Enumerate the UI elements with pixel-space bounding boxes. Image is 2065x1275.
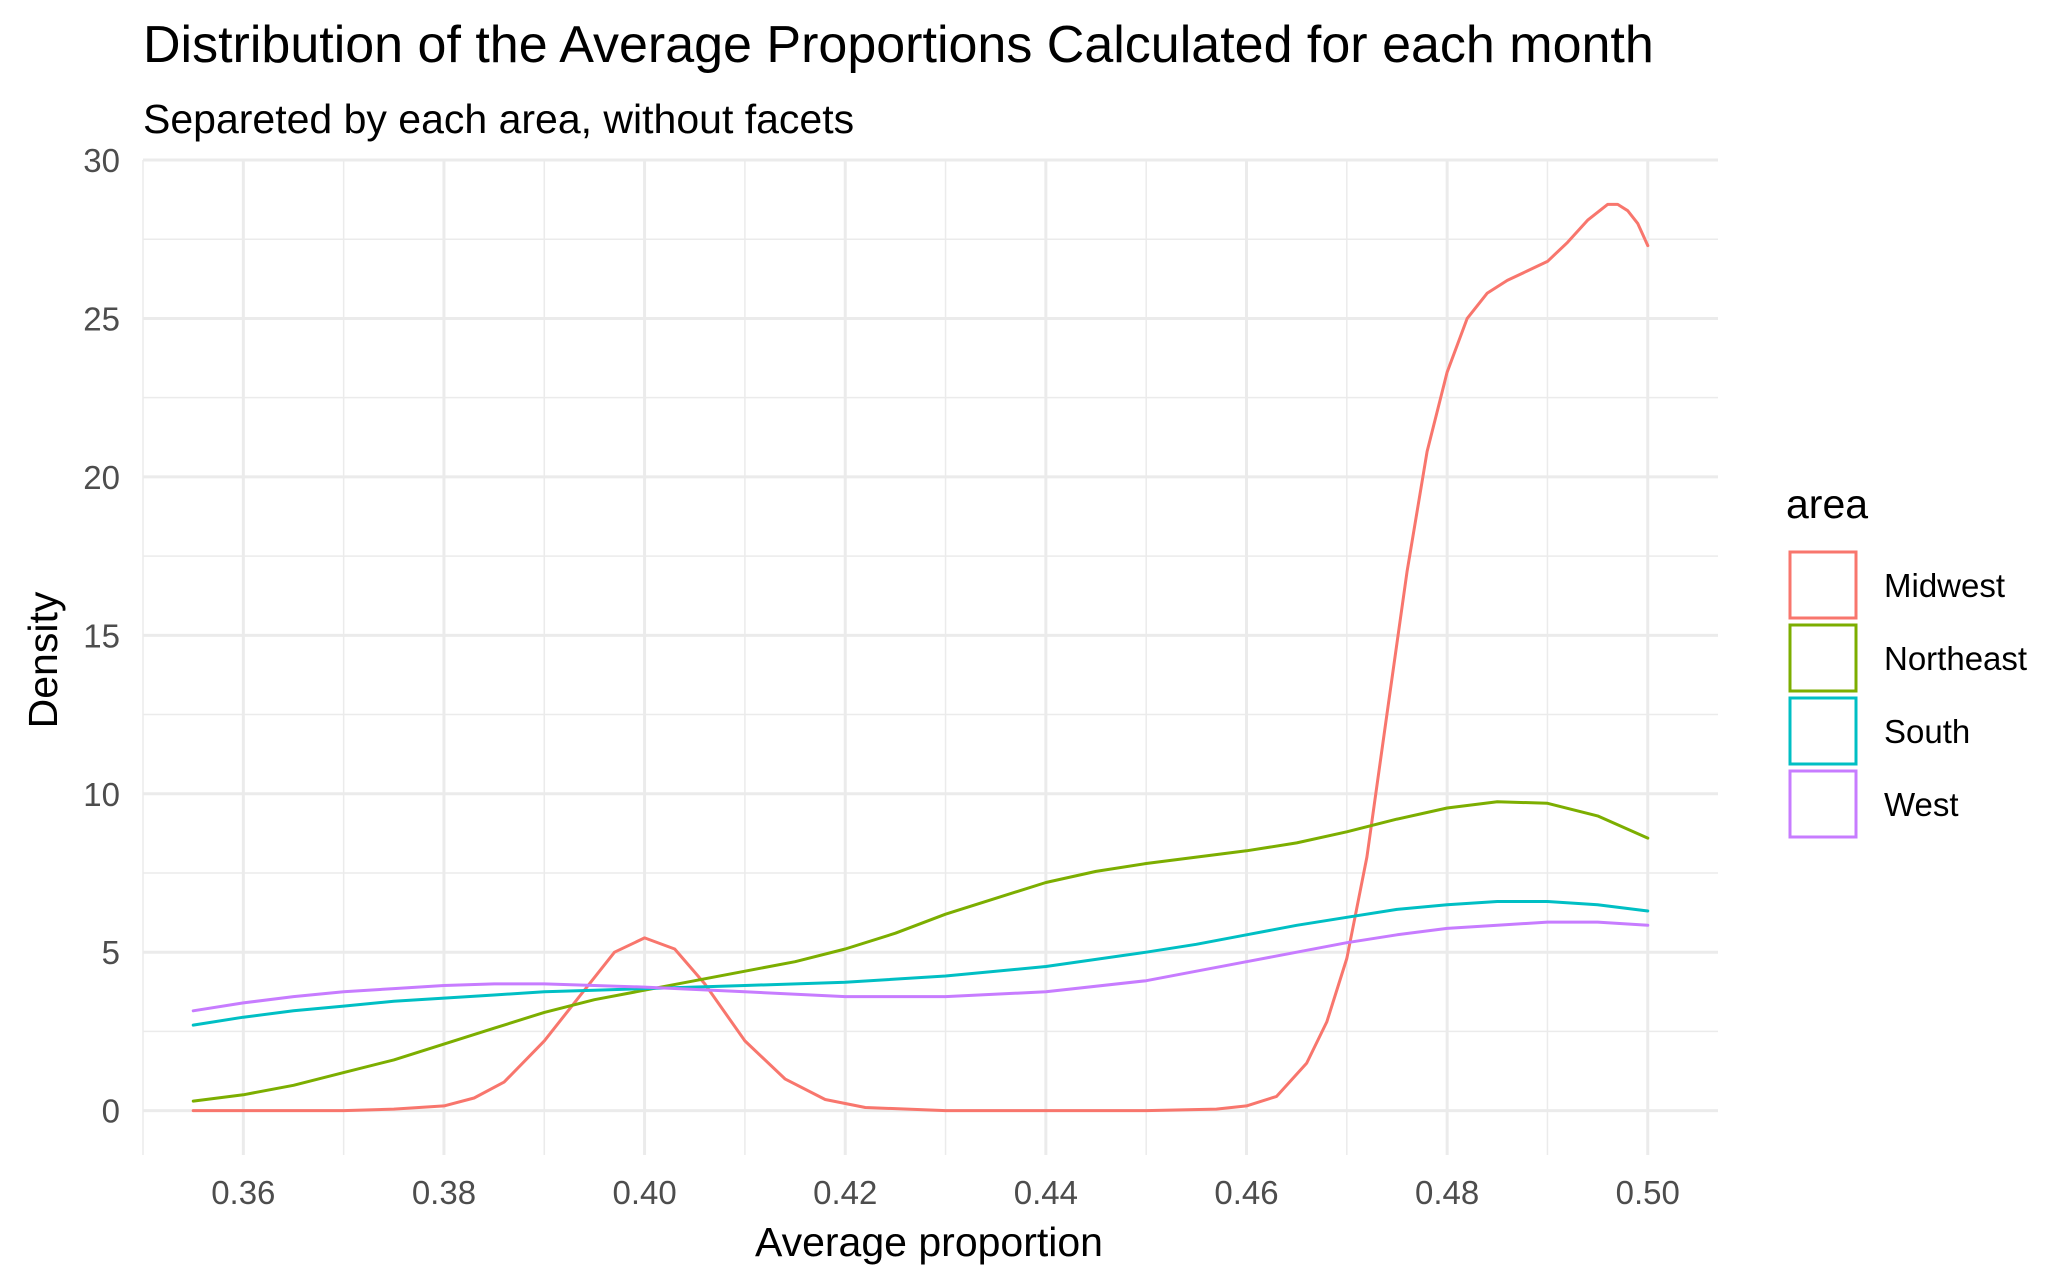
legend-key-south bbox=[1788, 696, 1858, 766]
y-tick-label: 10 bbox=[83, 776, 120, 813]
series-line-west bbox=[191, 920, 1650, 1013]
legend-label-northeast: Northeast bbox=[1884, 640, 2027, 677]
x-tick-label: 0.46 bbox=[1214, 1174, 1278, 1211]
legend-key-northeast bbox=[1788, 623, 1858, 693]
legend-label-west: West bbox=[1884, 786, 1959, 823]
chart-subtitle: Separeted by each area, without facets bbox=[143, 96, 854, 142]
x-tick-label: 0.48 bbox=[1415, 1174, 1479, 1211]
x-tick-label: 0.36 bbox=[211, 1174, 275, 1211]
x-tick-label: 0.42 bbox=[813, 1174, 877, 1211]
y-tick-label: 15 bbox=[83, 617, 120, 654]
x-axis-tick-labels: 0.36 0.38 0.40 0.42 0.44 0.46 0.48 0.50 bbox=[211, 1174, 1680, 1211]
minor-gridlines bbox=[142, 160, 1718, 1155]
legend: area Midwest Northeast South West bbox=[1786, 481, 2027, 839]
y-tick-label: 30 bbox=[83, 142, 120, 179]
series-line-midwest bbox=[191, 202, 1650, 1113]
y-axis-title: Density bbox=[20, 591, 66, 728]
series-line-south bbox=[191, 900, 1650, 1027]
legend-label-midwest: Midwest bbox=[1884, 567, 2005, 604]
y-tick-label: 5 bbox=[102, 934, 120, 971]
legend-key-midwest bbox=[1788, 550, 1858, 620]
series-line-northeast bbox=[191, 800, 1650, 1103]
x-tick-label: 0.50 bbox=[1616, 1174, 1680, 1211]
legend-key-west bbox=[1788, 769, 1858, 839]
y-axis-tick-labels: 0 5 10 15 20 25 30 bbox=[83, 142, 120, 1130]
legend-title: area bbox=[1786, 481, 1868, 527]
x-axis-title: Average proportion bbox=[755, 1219, 1103, 1265]
x-tick-label: 0.38 bbox=[412, 1174, 476, 1211]
x-tick-label: 0.40 bbox=[612, 1174, 676, 1211]
density-lines bbox=[191, 202, 1650, 1113]
x-tick-label: 0.44 bbox=[1014, 1174, 1078, 1211]
legend-label-south: South bbox=[1884, 713, 1970, 750]
y-tick-label: 20 bbox=[83, 459, 120, 496]
major-gridlines bbox=[143, 158, 1718, 1155]
chart-title: Distribution of the Average Proportions … bbox=[143, 16, 1654, 74]
y-tick-label: 25 bbox=[83, 300, 120, 337]
y-tick-label: 0 bbox=[102, 1093, 120, 1130]
